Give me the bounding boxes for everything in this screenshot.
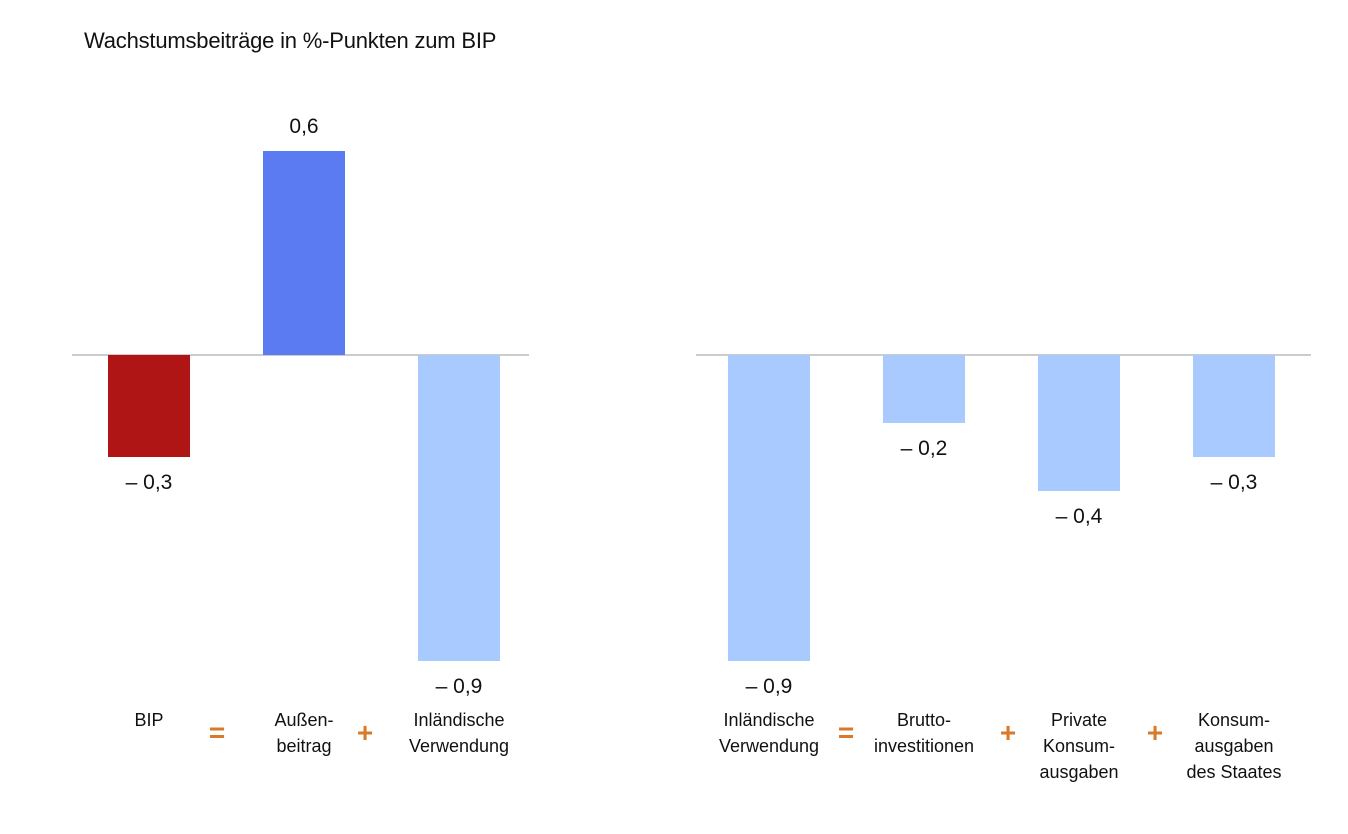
value-label-2-3: – 0,4 [1056, 505, 1103, 528]
bar-2-4 [1193, 355, 1275, 457]
equals-sign-1-1: = [209, 717, 225, 748]
value-label-1-1: – 0,3 [126, 471, 173, 494]
category-label-2-1: Inländische Verwendung [719, 710, 819, 756]
bar-1-1 [108, 355, 190, 457]
category-label-2-4: Konsum-ausgaben des Staates [1186, 710, 1281, 782]
bar-2-2 [883, 355, 965, 423]
plus-sign-2-2: + [1000, 717, 1016, 748]
category-label-1-1: BIP [134, 710, 163, 730]
value-label-2-2: – 0,2 [901, 437, 948, 460]
category-label-2-2: Brutto-investitionen [874, 710, 974, 756]
equals-sign-2-1: = [838, 717, 854, 748]
chart-title: Wachstumsbeiträge in %-Punkten zum BIP [84, 28, 497, 53]
category-label-1-2: Außen-beitrag [274, 710, 333, 756]
bar-2-3 [1038, 355, 1120, 491]
bar-1-2 [263, 151, 345, 355]
bar-1-3 [418, 355, 500, 661]
plus-sign-2-3: + [1147, 717, 1163, 748]
value-label-2-1: – 0,9 [746, 675, 793, 698]
value-label-1-2: 0,6 [289, 115, 318, 138]
bar-2-1 [728, 355, 810, 661]
value-label-2-4: – 0,3 [1211, 471, 1258, 494]
category-label-1-3: Inländische Verwendung [409, 710, 509, 756]
plus-sign-1-2: + [357, 717, 373, 748]
category-label-2-3: Private Konsum-ausgaben [1039, 710, 1118, 782]
value-label-1-3: – 0,9 [436, 675, 483, 698]
